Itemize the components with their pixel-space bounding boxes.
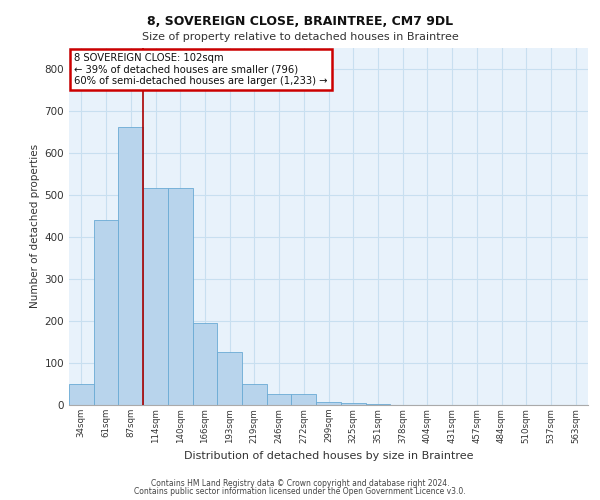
Bar bbox=[217, 352, 242, 405]
Text: 8 SOVEREIGN CLOSE: 102sqm
← 39% of detached houses are smaller (796)
60% of semi: 8 SOVEREIGN CLOSE: 102sqm ← 39% of detac… bbox=[74, 53, 328, 86]
Bar bbox=[292, 394, 316, 405]
Bar bbox=[168, 188, 193, 405]
Text: Contains HM Land Registry data © Crown copyright and database right 2024.: Contains HM Land Registry data © Crown c… bbox=[151, 478, 449, 488]
Text: 8, SOVEREIGN CLOSE, BRAINTREE, CM7 9DL: 8, SOVEREIGN CLOSE, BRAINTREE, CM7 9DL bbox=[147, 15, 453, 28]
Y-axis label: Number of detached properties: Number of detached properties bbox=[31, 144, 40, 308]
Bar bbox=[242, 384, 267, 405]
Bar bbox=[341, 403, 365, 405]
Bar bbox=[143, 188, 168, 405]
Text: Size of property relative to detached houses in Braintree: Size of property relative to detached ho… bbox=[142, 32, 458, 42]
Bar bbox=[118, 128, 143, 405]
Bar bbox=[193, 323, 217, 405]
Bar bbox=[94, 220, 118, 405]
Bar bbox=[365, 404, 390, 405]
Bar bbox=[267, 394, 292, 405]
Bar bbox=[316, 402, 341, 405]
Bar bbox=[69, 384, 94, 405]
Text: Contains public sector information licensed under the Open Government Licence v3: Contains public sector information licen… bbox=[134, 487, 466, 496]
X-axis label: Distribution of detached houses by size in Braintree: Distribution of detached houses by size … bbox=[184, 451, 473, 461]
